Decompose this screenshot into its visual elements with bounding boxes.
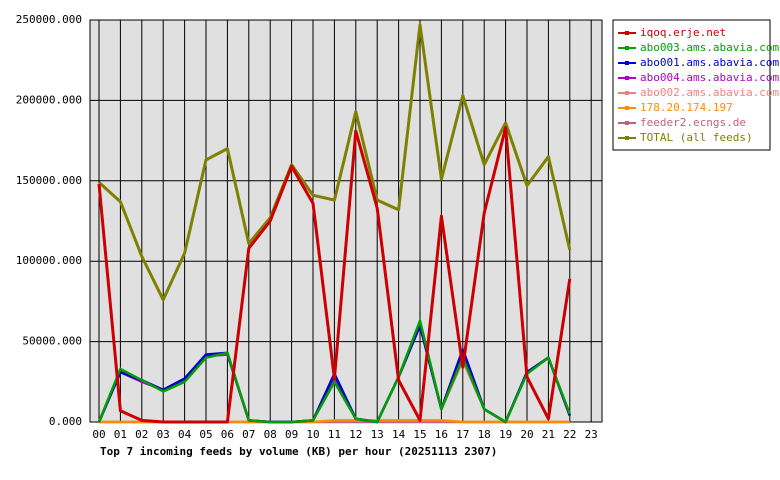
y-tick-label: 50000.000 bbox=[22, 335, 82, 348]
x-tick-label: 19 bbox=[499, 428, 512, 441]
legend-label: abo002.ams.abavia.com bbox=[640, 86, 779, 99]
x-tick-label: 14 bbox=[392, 428, 406, 441]
x-tick-label: 15 bbox=[413, 428, 426, 441]
plot-area bbox=[90, 20, 602, 422]
x-tick-label: 12 bbox=[349, 428, 362, 441]
legend-swatch-dot bbox=[625, 106, 629, 110]
x-tick-label: 16 bbox=[435, 428, 448, 441]
x-tick-label: 03 bbox=[157, 428, 170, 441]
x-tick-label: 06 bbox=[221, 428, 234, 441]
legend-label: abo003.ams.abavia.com bbox=[640, 41, 779, 54]
x-tick-label: 23 bbox=[585, 428, 598, 441]
x-tick-label: 05 bbox=[199, 428, 212, 441]
series-line bbox=[97, 126, 572, 424]
x-tick-label: 07 bbox=[242, 428, 255, 441]
legend-label: 178.20.174.197 bbox=[640, 101, 733, 114]
x-tick-label: 02 bbox=[135, 428, 148, 441]
legend-swatch-dot bbox=[625, 76, 629, 80]
x-tick-label: 17 bbox=[456, 428, 469, 441]
y-tick-label: 250000.000 bbox=[16, 13, 82, 26]
x-tick-label: 20 bbox=[520, 428, 533, 441]
legend-swatch-dot bbox=[625, 61, 629, 65]
legend-label: TOTAL (all feeds) bbox=[640, 131, 753, 144]
legend-label: abo001.ams.abavia.com bbox=[640, 56, 779, 69]
x-axis-label: Top 7 incoming feeds by volume (KB) per … bbox=[100, 445, 497, 458]
x-tick-label: 09 bbox=[285, 428, 298, 441]
x-tick-label: 08 bbox=[264, 428, 277, 441]
y-tick-label: 100000.000 bbox=[16, 254, 82, 267]
x-tick-label: 18 bbox=[478, 428, 491, 441]
legend-swatch-dot bbox=[625, 31, 629, 35]
x-tick-label: 11 bbox=[328, 428, 341, 441]
series-line bbox=[97, 319, 571, 424]
legend-swatch-dot bbox=[625, 121, 629, 125]
y-tick-label: 200000.000 bbox=[16, 93, 82, 106]
x-tick-label: 01 bbox=[114, 428, 127, 441]
y-tick-label: 0.000 bbox=[49, 415, 82, 428]
x-tick-label: 10 bbox=[306, 428, 319, 441]
x-tick-label: 21 bbox=[542, 428, 555, 441]
legend-swatch-dot bbox=[625, 46, 629, 50]
y-tick-label: 150000.000 bbox=[16, 174, 82, 187]
x-tick-label: 22 bbox=[563, 428, 576, 441]
x-tick-label: 00 bbox=[92, 428, 105, 441]
legend-label: feeder2.ecngs.de bbox=[640, 116, 746, 129]
series-line bbox=[97, 23, 572, 302]
x-tick-label: 04 bbox=[178, 428, 192, 441]
legend-swatch-dot bbox=[625, 91, 629, 95]
x-tick-label: 13 bbox=[371, 428, 384, 441]
legend-label: iqoq.erje.net bbox=[640, 26, 726, 39]
legend-label: abo004.ams.abavia.com bbox=[640, 71, 779, 84]
legend-box bbox=[612, 19, 771, 151]
legend-swatch-dot bbox=[625, 136, 629, 140]
